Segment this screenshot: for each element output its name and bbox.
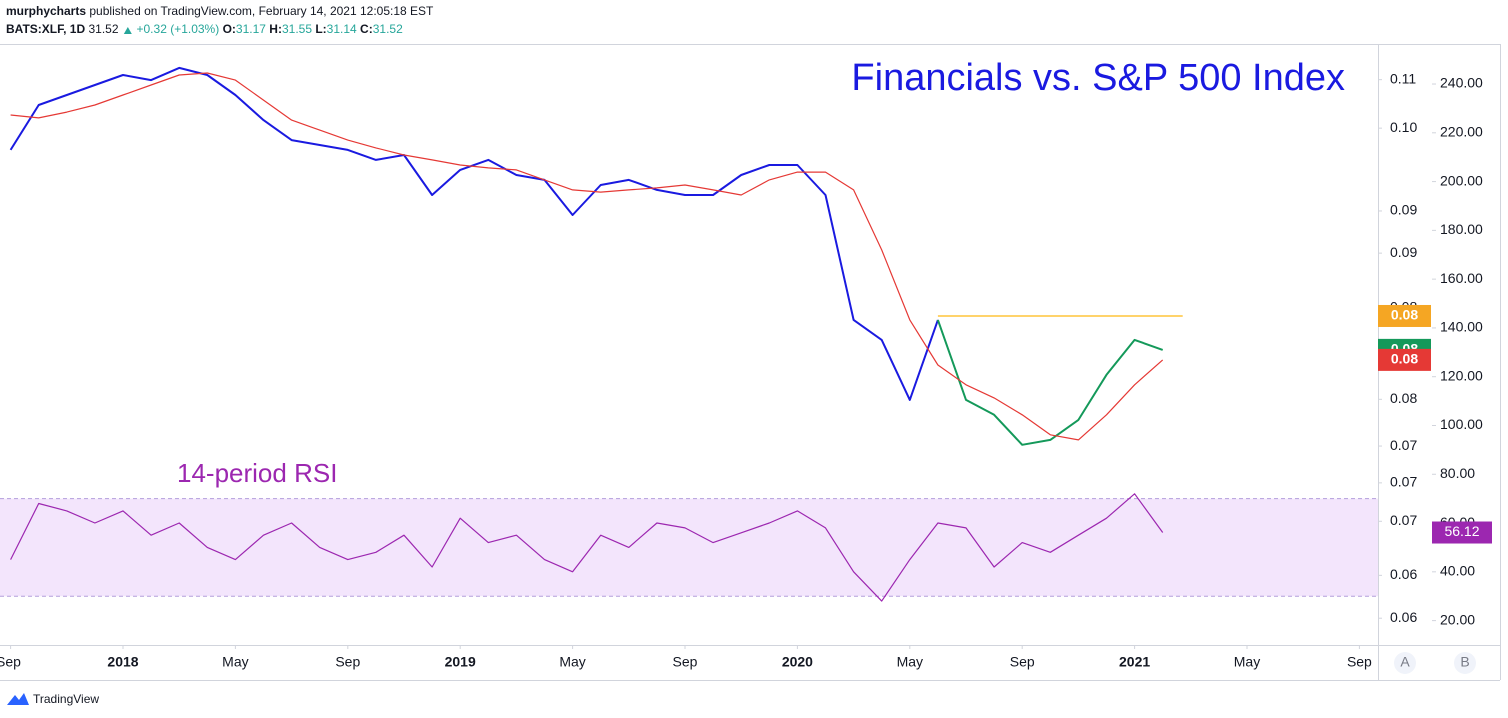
footer: A B TradingView	[7, 652, 1476, 706]
y2-tick-label: 0.06	[1390, 566, 1417, 582]
x-tick-label: May	[559, 654, 585, 670]
x-tick-label: Sep	[1347, 654, 1372, 670]
ma-badge	[1378, 348, 1431, 371]
series-line	[10, 493, 1164, 602]
x-tick-label: 2021	[1119, 654, 1150, 670]
y2-tick-label: 0.09	[1390, 244, 1417, 260]
low: 31.14	[327, 22, 357, 36]
high: 31.55	[282, 22, 312, 36]
open-label: O:	[223, 22, 236, 36]
brand: TradingView	[33, 692, 99, 706]
x-tick-label: Sep	[673, 654, 698, 670]
y-tick-label: 100.00	[1440, 416, 1483, 432]
y-tick-label: 40.00	[1440, 563, 1475, 579]
y2-tick-label: 0.08	[1390, 390, 1417, 406]
published: published on TradingView.com, February 1…	[89, 4, 434, 18]
resistance-badge-label: 0.08	[1391, 307, 1418, 323]
y-tick-label: 240.00	[1440, 75, 1483, 91]
ma-badge-label: 0.08	[1391, 351, 1418, 367]
y2-tick-label: 0.07	[1390, 474, 1417, 490]
y2-tick-label: 0.07	[1390, 512, 1417, 528]
up-arrow	[123, 27, 132, 34]
y-tick-label: 200.00	[1440, 172, 1483, 188]
publish-info: murphycharts published on TradingView.co…	[6, 4, 434, 18]
symbol: BATS:XLF, 1D	[6, 22, 85, 36]
y2-tick-label: 0.11	[1390, 70, 1416, 86]
series-line	[9, 66, 939, 401]
rsi-badge	[1432, 521, 1492, 544]
x-tick-label: 2020	[782, 654, 813, 670]
x-tick-label: May	[1234, 654, 1260, 670]
series-line	[10, 72, 1164, 441]
open: 31.17	[236, 22, 266, 36]
x-tick-label: 2018	[107, 654, 138, 670]
plot: Sep 2018 May Sep 2019 May Sep 2020 May Sep 2021 May…	[0, 66, 1483, 670]
rsi-annotation: 14-period RSI	[177, 458, 337, 488]
x-tick-label: 2019	[445, 654, 476, 670]
brand-logo	[7, 693, 29, 705]
low-label: L:	[315, 22, 326, 36]
y-tick-label: 120.00	[1440, 367, 1483, 383]
y2-tick-label: 0.07	[1390, 437, 1417, 453]
y-tick-label: 80.00	[1440, 465, 1475, 481]
y2-tick-label: 0.09	[1390, 202, 1417, 218]
close-label: C:	[360, 22, 373, 36]
x-tick-label: Sep	[1010, 654, 1035, 670]
series-line	[936, 319, 1164, 446]
last-price: 31.52	[88, 22, 118, 36]
change: +0.32 (+1.03%)	[137, 22, 220, 36]
x-tick-label: Sep	[335, 654, 360, 670]
scale-button-b-label[interactable]: B	[1460, 654, 1469, 670]
y-tick-label: 20.00	[1440, 611, 1475, 627]
x-tick-label: May	[897, 654, 923, 670]
y-tick-label: 180.00	[1440, 221, 1483, 237]
header: murphycharts published on TradingView.co…	[6, 4, 434, 36]
y2-tick-label: 0.06	[1390, 609, 1417, 625]
close: 31.52	[373, 22, 403, 36]
y-tick-label: 140.00	[1440, 319, 1483, 335]
x-tick-label: May	[222, 654, 248, 670]
scale-button-b[interactable]	[1454, 652, 1476, 674]
symbol-info: BATS:XLF, 1D 31.52 +0.32 (+1.03%) O:31.17…	[6, 22, 403, 36]
rsi-badge-label: 56.12	[1444, 523, 1479, 539]
rsi-band	[0, 498, 1378, 597]
resistance-badge	[1378, 304, 1431, 327]
x-tick-label: Sep	[0, 654, 21, 670]
chart-title: Financials vs. S&P 500 Index	[851, 57, 1345, 99]
y2-tick-label: 0.10	[1390, 119, 1417, 135]
publisher: murphycharts	[6, 4, 86, 18]
y-tick-label: 220.00	[1440, 124, 1483, 140]
scale-button-a[interactable]	[1394, 652, 1416, 674]
high-label: H:	[269, 22, 282, 36]
y-tick-label: 160.00	[1440, 270, 1483, 286]
scale-button-a-label[interactable]: A	[1400, 654, 1410, 670]
